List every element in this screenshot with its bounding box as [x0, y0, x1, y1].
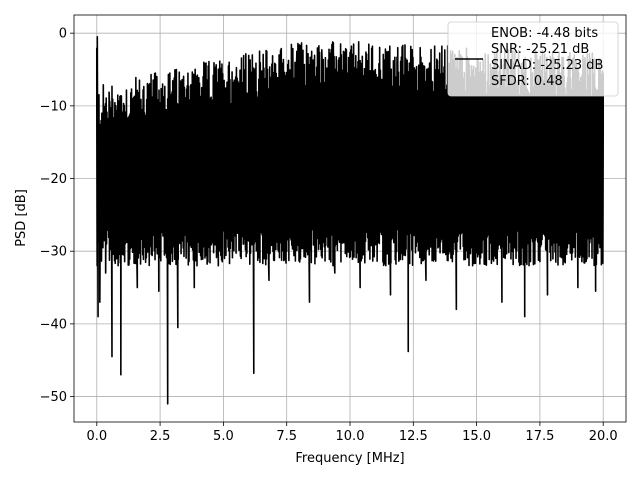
y-tick-label: 0: [59, 27, 67, 42]
y-tick-label: −20: [40, 172, 67, 187]
x-tick-label: 2.5: [150, 429, 171, 444]
legend-line: ENOB: -4.48 bits: [491, 26, 598, 41]
y-tick-label: −50: [40, 390, 67, 405]
x-axis-ticks: 0.0 2.5 5.0 7.5 10.0 12.5 15.0 17.5 20.0: [86, 422, 618, 444]
y-axis-label: PSD [dB]: [14, 189, 29, 247]
x-tick-label: 5.0: [213, 429, 234, 444]
legend-line: SNR: -25.21 dB: [491, 42, 589, 57]
x-tick-label: 0.0: [86, 429, 107, 444]
y-tick-label: −10: [40, 99, 67, 114]
legend-series-label: ENOB: -4.48 bits SNR: -25.21 dB SINAD: -25…: [491, 26, 603, 89]
plot-area: [95, 36, 605, 405]
x-tick-label: 17.5: [525, 429, 554, 444]
x-tick-label: 15.0: [462, 429, 491, 444]
y-tick-label: −30: [40, 245, 67, 260]
x-tick-label: 12.5: [399, 429, 428, 444]
legend: ENOB: -4.48 bits SNR: -25.21 dB SINAD: -25…: [447, 21, 619, 97]
legend-line: SFDR: 0.48: [491, 74, 563, 89]
psd-series-line: [95, 36, 605, 405]
x-tick-label: 7.5: [276, 429, 297, 444]
x-tick-label: 20.0: [589, 429, 618, 444]
legend-line: SINAD: -25.23 dB: [491, 58, 603, 73]
y-axis-ticks: 0 −10 −20 −30 −40 −50: [40, 27, 74, 405]
x-axis-label: Frequency [MHz]: [295, 451, 404, 466]
y-tick-label: −40: [40, 317, 67, 332]
legend-box: [447, 21, 619, 97]
x-tick-label: 10.0: [336, 429, 365, 444]
